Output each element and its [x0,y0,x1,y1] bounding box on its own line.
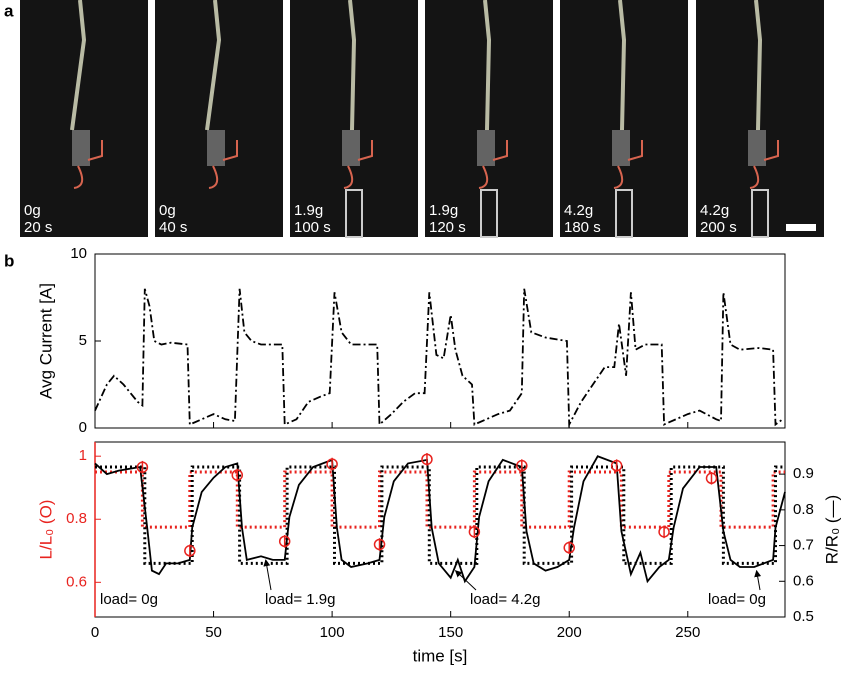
photo-hook [749,140,779,189]
photo-time: 40 s [159,219,187,236]
y2-tick-label: 0.5 [793,608,814,625]
panel-label: a [4,1,14,20]
marker [184,545,196,557]
marker [468,526,481,538]
photo-load: 0g [24,202,41,219]
marker [421,453,433,466]
photo-time: 200 s [700,219,737,236]
photo-wire [70,0,87,131]
marker [705,472,718,485]
x-tick-label: 150 [438,624,463,641]
y2-tick-label: 0.7 [793,537,814,554]
x-tick-label: 100 [320,624,345,641]
photo-load: 0g [159,202,176,219]
photo-hook [343,140,373,189]
photo-clip [748,130,766,166]
marker [563,541,575,554]
photo-hook [613,140,643,189]
x-tick-label: 250 [675,624,700,641]
marker [231,469,244,481]
photo-load: 1.9g [429,202,458,219]
y2-axis-label: R/R₀ (—) [822,495,841,564]
y-axis-label: L/L₀ (O) [36,500,55,560]
y-tick-label: 5 [79,332,87,349]
marker [516,459,528,472]
photo-clip [612,130,630,166]
y-tick-label: 0 [79,419,87,436]
photo-time: 100 s [294,219,331,236]
y-tick-label: 1 [79,447,87,464]
x-tick-label: 0 [91,624,99,641]
panel-label: b [4,251,14,270]
photo-weight [615,189,633,238]
y2-tick-label: 0.8 [793,501,814,518]
photo-weight [345,189,363,238]
photo-clip [342,130,360,166]
photo-load: 1.9g [294,202,323,219]
scale-bar [786,224,816,231]
plot-frame [94,253,786,429]
x-tick-label: 50 [205,624,222,641]
photo-wire [205,0,222,131]
photo-hook [208,140,238,189]
y-tick-label: 10 [70,245,87,262]
series-line [94,288,784,428]
photo-wire [618,0,627,131]
photo-time: 20 s [24,219,52,236]
photo-weight [751,189,769,238]
photo-hook [73,140,103,189]
marker [278,535,291,548]
x-tick-label: 200 [557,624,582,641]
annotation: load= 4.2g [470,591,540,608]
y-tick-label: 0.6 [66,573,87,590]
annotation: load= 1.9g [265,591,335,608]
series-line [94,455,786,584]
series-line [95,465,785,565]
photo-load: 4.2g [700,202,729,219]
marker [326,458,338,470]
marker [610,459,623,472]
photo-wire [483,0,492,131]
annotation: load= 0g [708,591,766,608]
marker [136,461,149,473]
photo-wire [348,0,357,131]
photo-weight [480,189,498,238]
y2-tick-label: 0.6 [793,572,814,589]
photo-clip [207,130,225,166]
annotation-arrow [263,559,272,591]
y-tick-label: 0.8 [66,510,87,527]
annotation: load= 0g [100,591,158,608]
annotation-arrow [754,569,762,591]
marker [658,526,670,538]
photo-clip [72,130,90,166]
y2-tick-label: 0.9 [793,465,814,482]
photo-hook [478,140,508,189]
photo-load: 4.2g [564,202,593,219]
photo-time: 180 s [564,219,601,236]
photo-clip [477,130,495,166]
x-axis-label: time [s] [413,646,468,665]
series-line [95,470,785,529]
marker [373,538,386,551]
photo-time: 120 s [429,219,466,236]
photo-wire [754,0,763,131]
y-axis-label: Avg Current [A] [36,283,55,399]
annotation-arrow [454,570,477,591]
